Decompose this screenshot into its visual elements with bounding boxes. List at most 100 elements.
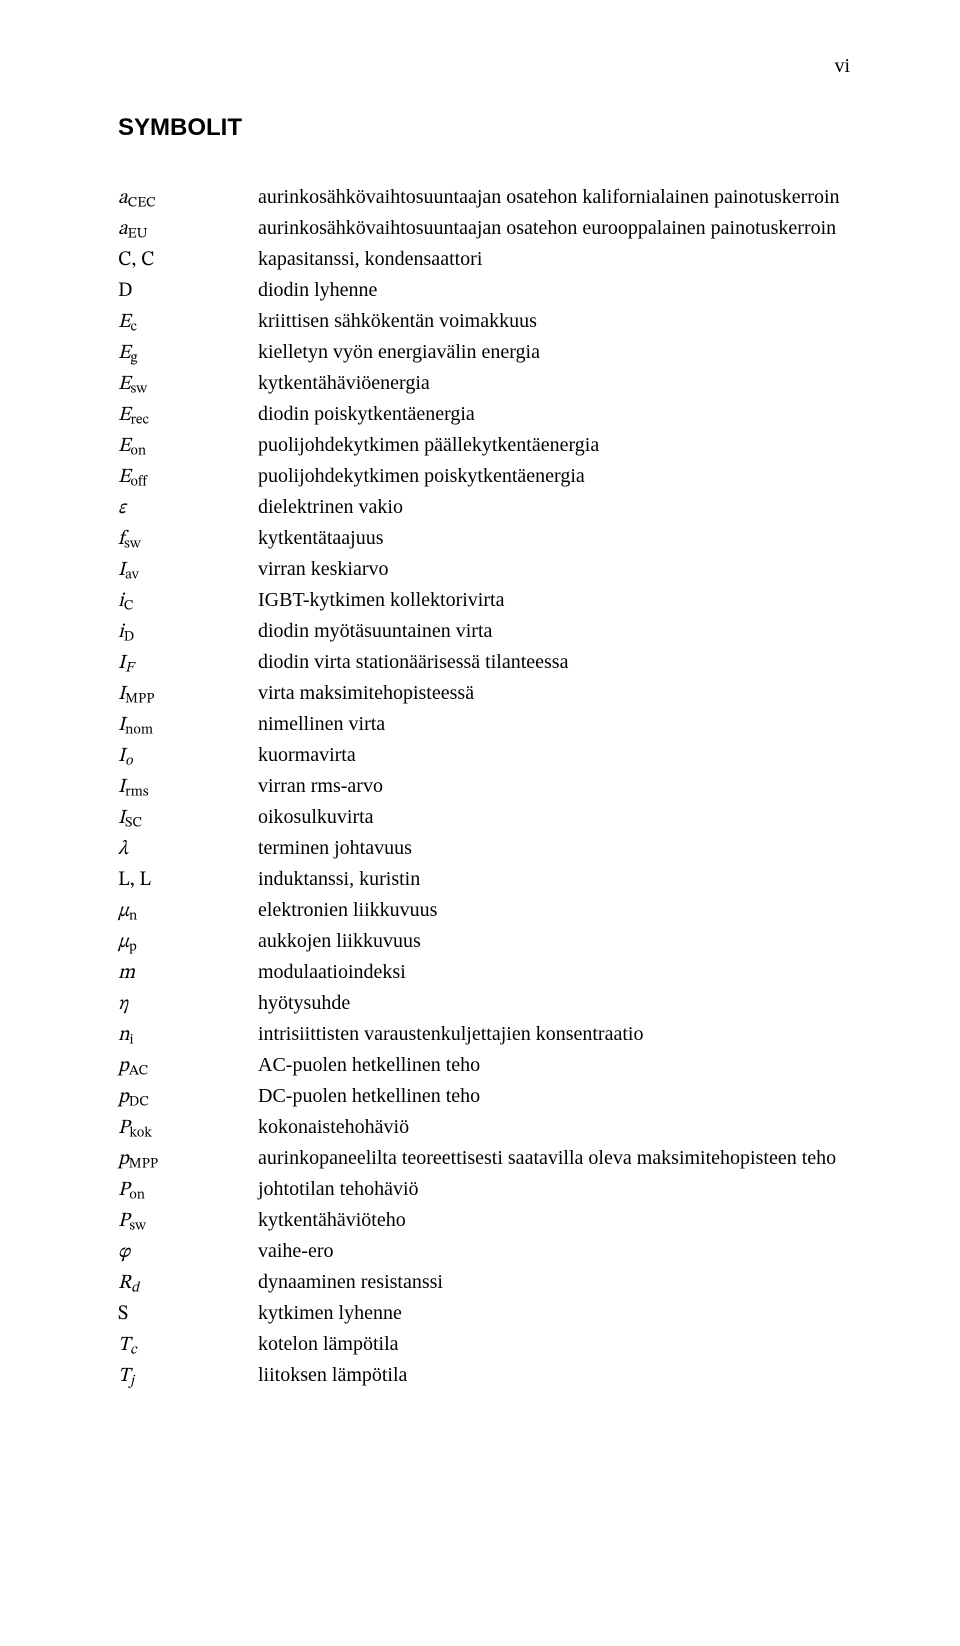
symbol-cell: pMPP [118, 1144, 258, 1174]
symbol-row: pACAC-puolen hetkellinen teho [118, 1050, 850, 1081]
description-cell: johtotilan tehohäviö [258, 1174, 850, 1204]
symbol-cell: aCEC [118, 183, 258, 213]
description-cell: modulaatioindeksi [258, 957, 850, 987]
description-cell: oikosulkuvirta [258, 802, 850, 832]
symbol-cell: iD [118, 617, 258, 647]
symbol-cell: L, L [118, 865, 258, 895]
symbol-row: Eoffpuolijohdekytkimen poiskytkentäenerg… [118, 461, 850, 492]
description-cell: nimellinen virta [258, 709, 850, 739]
symbol-row: C, Ckapasitanssi, kondensaattori [118, 244, 850, 275]
symbol-cell: Irms [118, 772, 258, 802]
description-cell: kytkentähäviöteho [258, 1205, 850, 1235]
description-cell: terminen johtavuus [258, 833, 850, 863]
page-number: vi [834, 55, 850, 78]
symbol-cell: Tc [118, 1330, 258, 1360]
description-cell: diodin myötäsuuntainen virta [258, 616, 850, 646]
symbol-row: Pswkytkentähäviöteho [118, 1205, 850, 1236]
symbol-row: L, Linduktanssi, kuristin [118, 864, 850, 895]
symbol-cell: IMPP [118, 679, 258, 709]
description-cell: hyötysuhde [258, 988, 850, 1018]
symbol-cell: pDC [118, 1082, 258, 1112]
description-cell: virran rms-arvo [258, 771, 850, 801]
page-title: SYMBOLIT [118, 114, 850, 142]
description-cell: IGBT-kytkimen kollektorivirta [258, 585, 850, 615]
description-cell: aurinkosähkövaihtosuuntaajan osatehon eu… [258, 213, 850, 243]
symbol-row: fswkytkentätaajuus [118, 523, 850, 554]
symbol-row: Egkielletyn vyön energiavälin energia [118, 337, 850, 368]
description-cell: induktanssi, kuristin [258, 864, 850, 894]
symbol-row: Iavvirran keskiarvo [118, 554, 850, 585]
symbol-cell: Eg [118, 338, 258, 368]
symbol-cell: S [118, 1299, 258, 1329]
symbol-row: IMPPvirta maksimitehopisteessä [118, 678, 850, 709]
symbol-row: φvaihe-ero [118, 1236, 850, 1267]
symbol-row: λterminen johtavuus [118, 833, 850, 864]
description-cell: AC-puolen hetkellinen teho [258, 1050, 850, 1080]
description-cell: kytkimen lyhenne [258, 1298, 850, 1328]
symbol-row: niintrisiittisten varaustenkuljettajien … [118, 1019, 850, 1050]
symbol-row: mmodulaatioindeksi [118, 957, 850, 988]
symbol-row: iDdiodin myötäsuuntainen virta [118, 616, 850, 647]
description-cell: kielletyn vyön energiavälin energia [258, 337, 850, 367]
symbol-cell: Psw [118, 1206, 258, 1236]
symbol-cell: fsw [118, 524, 258, 554]
description-cell: diodin lyhenne [258, 275, 850, 305]
description-cell: diodin poiskytkentäenergia [258, 399, 850, 429]
description-cell: diodin virta stationäärisessä tilanteess… [258, 647, 850, 677]
description-cell: puolijohdekytkimen päällekytkentäenergia [258, 430, 850, 460]
symbol-row: iCIGBT-kytkimen kollektorivirta [118, 585, 850, 616]
symbol-cell: ni [118, 1020, 258, 1050]
symbol-cell: Pkok [118, 1113, 258, 1143]
symbol-row: ISCoikosulkuvirta [118, 802, 850, 833]
symbol-row: Skytkimen lyhenne [118, 1298, 850, 1329]
symbol-cell: pAC [118, 1051, 258, 1081]
symbol-cell: η [118, 989, 258, 1019]
symbol-cell: Io [118, 741, 258, 771]
description-cell: dynaaminen resistanssi [258, 1267, 850, 1297]
symbol-row: Eswkytkentähäviöenergia [118, 368, 850, 399]
symbol-row: μnelektronien liikkuvuus [118, 895, 850, 926]
description-cell: aurinkopaneelilta teoreettisesti saatavi… [258, 1143, 850, 1173]
description-cell: DC-puolen hetkellinen teho [258, 1081, 850, 1111]
description-cell: kapasitanssi, kondensaattori [258, 244, 850, 274]
symbol-cell: ISC [118, 803, 258, 833]
symbol-row: Eckriittisen sähkökentän voimakkuus [118, 306, 850, 337]
symbol-cell: aEU [118, 214, 258, 244]
description-cell: kytkentätaajuus [258, 523, 850, 553]
symbol-row: Tckotelon lämpötila [118, 1329, 850, 1360]
description-cell: kuormavirta [258, 740, 850, 770]
symbol-cell: Tj [118, 1361, 258, 1391]
description-cell: elektronien liikkuvuus [258, 895, 850, 925]
description-cell: kokonaistehohäviö [258, 1112, 850, 1142]
symbol-table: aCECaurinkosähkövaihtosuuntaajan osateho… [118, 182, 850, 1391]
symbol-row: Tjliitoksen lämpötila [118, 1360, 850, 1391]
description-cell: virta maksimitehopisteessä [258, 678, 850, 708]
symbol-row: Iokuormavirta [118, 740, 850, 771]
symbol-cell: Pon [118, 1175, 258, 1205]
symbol-row: Eonpuolijohdekytkimen päällekytkentäener… [118, 430, 850, 461]
symbol-row: aEUaurinkosähkövaihtosuuntaajan osatehon… [118, 213, 850, 244]
symbol-row: IFdiodin virta stationäärisessä tilantee… [118, 647, 850, 678]
symbol-cell: φ [118, 1237, 258, 1267]
symbol-cell: C, C [118, 245, 258, 275]
symbol-cell: μp [118, 927, 258, 957]
description-cell: dielektrinen vakio [258, 492, 850, 522]
symbol-cell: iC [118, 586, 258, 616]
symbol-row: aCECaurinkosähkövaihtosuuntaajan osateho… [118, 182, 850, 213]
symbol-row: pDCDC-puolen hetkellinen teho [118, 1081, 850, 1112]
symbol-cell: ε [118, 493, 258, 523]
symbol-row: pMPPaurinkopaneelilta teoreettisesti saa… [118, 1143, 850, 1174]
symbol-row: Pkokkokonaistehohäviö [118, 1112, 850, 1143]
symbol-row: Inomnimellinen virta [118, 709, 850, 740]
description-cell: puolijohdekytkimen poiskytkentäenergia [258, 461, 850, 491]
symbol-row: μpaukkojen liikkuvuus [118, 926, 850, 957]
symbol-row: Irmsvirran rms-arvo [118, 771, 850, 802]
description-cell: kriittisen sähkökentän voimakkuus [258, 306, 850, 336]
symbol-cell: Inom [118, 710, 258, 740]
symbol-cell: m [118, 958, 258, 988]
description-cell: aukkojen liikkuvuus [258, 926, 850, 956]
symbol-row: Erecdiodin poiskytkentäenergia [118, 399, 850, 430]
description-cell: virran keskiarvo [258, 554, 850, 584]
symbol-row: ηhyötysuhde [118, 988, 850, 1019]
description-cell: vaihe-ero [258, 1236, 850, 1266]
